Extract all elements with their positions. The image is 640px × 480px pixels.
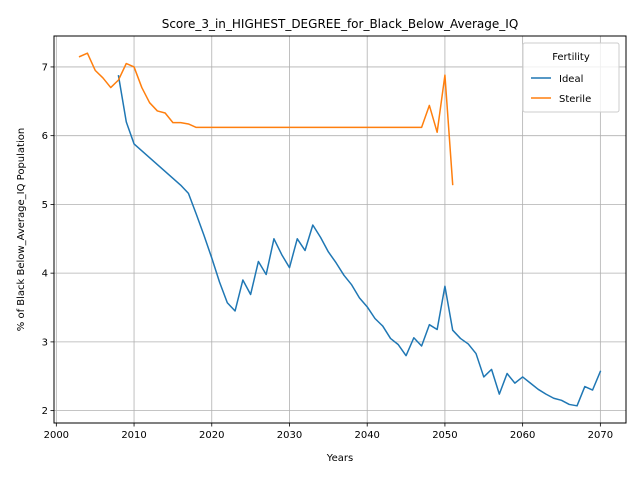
- plot-frame: [53, 35, 627, 424]
- chart-title: Score_3_in_HIGHEST_DEGREE_for_Black_Belo…: [162, 17, 519, 31]
- legend: Fertility Ideal Sterile: [522, 42, 620, 113]
- x-tick-label: 2020: [199, 430, 224, 441]
- legend-box: [522, 42, 620, 113]
- y-axis-label: % of Black Below_Average_IQ Population: [16, 128, 27, 331]
- x-tick-label: 2070: [588, 430, 613, 441]
- y-tick-label: 5: [42, 200, 48, 211]
- legend-label-ideal: Ideal: [559, 74, 583, 85]
- y-tick-label: 7: [42, 62, 48, 73]
- x-tick-label: 2010: [121, 430, 146, 441]
- x-tick-label: 2030: [277, 430, 302, 441]
- x-tick-label: 2060: [510, 430, 535, 441]
- y-axis: 2 3 4 5 6 7: [42, 62, 54, 417]
- x-tick-label: 2050: [432, 430, 457, 441]
- series-line-sterile: [78, 52, 454, 186]
- series-lines: [78, 52, 602, 407]
- series-line-ideal: [117, 75, 602, 407]
- y-tick-label: 6: [42, 131, 48, 142]
- x-tick-label: 2000: [44, 430, 69, 441]
- legend-title: Fertility: [552, 52, 590, 63]
- x-axis: 2000 2010 2020 2030 2040 2050 2060 2070: [44, 423, 613, 441]
- y-tick-label: 4: [42, 269, 48, 280]
- x-tick-label: 2040: [354, 430, 379, 441]
- y-tick-label: 2: [42, 406, 48, 417]
- x-axis-label: Years: [326, 453, 353, 464]
- legend-label-sterile: Sterile: [559, 94, 591, 105]
- y-tick-label: 3: [42, 337, 48, 348]
